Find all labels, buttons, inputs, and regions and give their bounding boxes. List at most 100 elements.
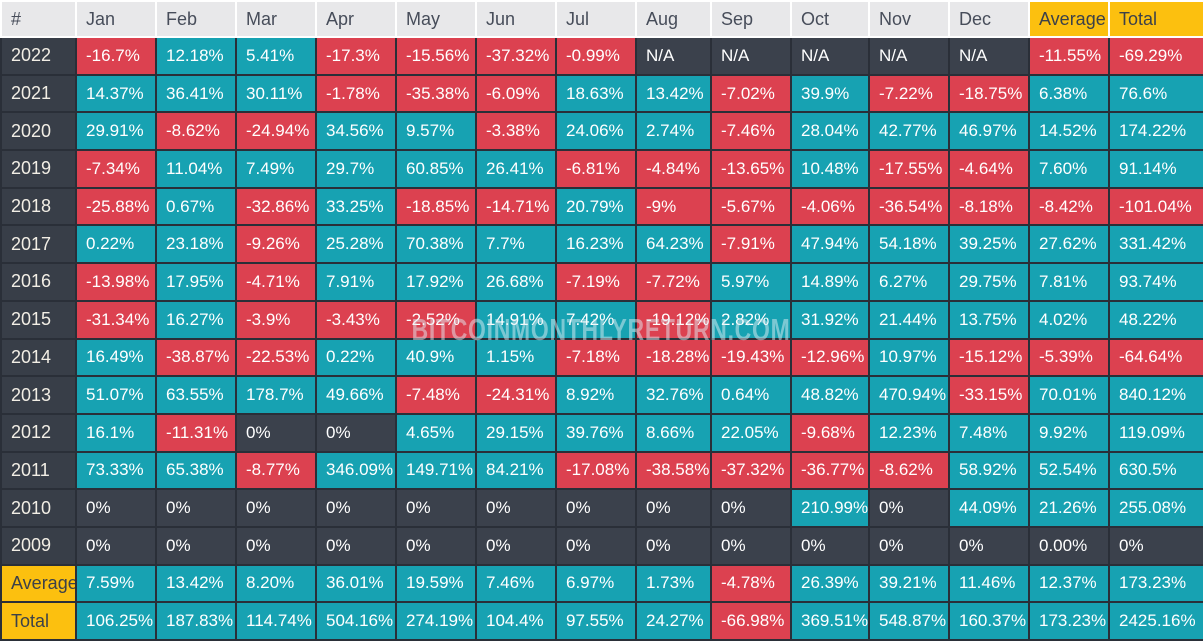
value-cell-2019-may: 60.85% [395, 149, 477, 189]
value-cell-2016-jul: -7.19% [555, 262, 637, 302]
value-cell-2015-total: 48.22% [1108, 299, 1203, 340]
value-cell-2009-jul: 0% [555, 525, 637, 566]
value-cell-2018-jul: 20.79% [555, 186, 637, 227]
value-cell-2016-aug: -7.72% [635, 262, 712, 302]
value-cell-2010-may: 0% [395, 488, 477, 528]
value-cell-2020-mar: -24.94% [235, 111, 317, 152]
value-cell-2022-apr: -17.3% [315, 36, 397, 76]
value-cell-total-oct: 369.51% [790, 601, 870, 641]
value-cell-2013-dec: -33.15% [948, 375, 1030, 415]
row-2022: 2022 -16.7% 12.18% 5.41% -17.3% -15.56% -37.32… [0, 36, 1203, 76]
value-cell-2014-jul: -7.18% [555, 337, 637, 378]
value-cell-total-dec: 160.37% [948, 601, 1030, 641]
value-cell-average-oct: 26.39% [790, 563, 870, 604]
row-2017: 2017 0.22% 23.18% -9.26% 25.28% 70.38% 7.7% 16.… [0, 224, 1203, 265]
row-2019: 2019 -7.34% 11.04% 7.49% 29.7% 60.85% 26.41% -6… [0, 149, 1203, 189]
value-cell-2011-average: 52.54% [1028, 450, 1110, 491]
value-cell-2014-feb: -38.87% [155, 337, 237, 378]
value-cell-2020-oct: 28.04% [790, 111, 870, 152]
value-cell-average-mar: 8.20% [235, 563, 317, 604]
value-cell-average-nov: 39.21% [868, 563, 950, 604]
value-cell-2015-sep: 2.82% [710, 299, 792, 340]
value-cell-2021-feb: 36.41% [155, 73, 237, 114]
value-cell-2011-nov: -8.62% [868, 450, 950, 491]
value-cell-2015-mar: -3.9% [235, 299, 317, 340]
value-cell-2017-nov: 54.18% [868, 224, 950, 265]
value-cell-2016-apr: 7.91% [315, 262, 397, 302]
value-cell-2011-may: 149.71% [395, 450, 477, 491]
value-cell-2017-dec: 39.25% [948, 224, 1030, 265]
value-cell-2013-jun: -24.31% [475, 375, 557, 415]
value-cell-2013-mar: 178.7% [235, 375, 317, 415]
table-header: # Jan Feb Mar Apr May Jun Jul Aug Sep Oct Nov Dec Ave… [0, 0, 1203, 38]
value-cell-2011-sep: -37.32% [710, 450, 792, 491]
value-cell-2020-apr: 34.56% [315, 111, 397, 152]
row-2013: 2013 51.07% 63.55% 178.7% 49.66% -7.48% -24.31… [0, 375, 1203, 415]
value-cell-2018-jan: -25.88% [75, 186, 157, 227]
value-cell-2018-dec: -8.18% [948, 186, 1030, 227]
value-cell-2013-sep: 0.64% [710, 375, 792, 415]
value-cell-2014-apr: 0.22% [315, 337, 397, 378]
value-cell-2010-sep: 0% [710, 488, 792, 528]
year-label-2017: 2017 [0, 224, 77, 265]
value-cell-average-may: 19.59% [395, 563, 477, 604]
value-cell-2017-jan: 0.22% [75, 224, 157, 265]
value-cell-2020-total: 174.22% [1108, 111, 1203, 152]
value-cell-2019-aug: -4.84% [635, 149, 712, 189]
value-cell-average-aug: 1.73% [635, 563, 712, 604]
value-cell-2020-nov: 42.77% [868, 111, 950, 152]
row-2015: 2015 -31.34% 16.27% -3.9% -3.43% -2.52% 14.91%… [0, 299, 1203, 340]
value-cell-2011-aug: -38.58% [635, 450, 712, 491]
value-cell-2021-apr: -1.78% [315, 73, 397, 114]
value-cell-2012-apr: 0% [315, 412, 397, 453]
value-cell-2019-feb: 11.04% [155, 149, 237, 189]
value-cell-2018-oct: -4.06% [790, 186, 870, 227]
year-label-2013: 2013 [0, 375, 77, 415]
value-cell-2013-jan: 51.07% [75, 375, 157, 415]
value-cell-2020-feb: -8.62% [155, 111, 237, 152]
value-cell-2009-average: 0.00% [1028, 525, 1110, 566]
value-cell-2010-average: 21.26% [1028, 488, 1110, 528]
value-cell-2022-oct: N/A [790, 36, 870, 76]
row-2018: 2018 -25.88% 0.67% -32.86% 33.25% -18.85% -14.… [0, 186, 1203, 227]
value-cell-2015-jul: 7.42% [555, 299, 637, 340]
column-header-jul: Jul [555, 0, 637, 38]
value-cell-2015-apr: -3.43% [315, 299, 397, 340]
year-label-2021: 2021 [0, 73, 77, 114]
value-cell-2021-aug: 13.42% [635, 73, 712, 114]
value-cell-2022-jan: -16.7% [75, 36, 157, 76]
value-cell-2017-sep: -7.91% [710, 224, 792, 265]
column-header-: # [0, 0, 77, 38]
value-cell-2013-apr: 49.66% [315, 375, 397, 415]
value-cell-2017-total: 331.42% [1108, 224, 1203, 265]
value-cell-2022-nov: N/A [868, 36, 950, 76]
value-cell-total-sep: -66.98% [710, 601, 792, 641]
value-cell-2016-may: 17.92% [395, 262, 477, 302]
column-header-aug: Aug [635, 0, 712, 38]
value-cell-total-jun: 104.4% [475, 601, 557, 641]
value-cell-2012-average: 9.92% [1028, 412, 1110, 453]
value-cell-2012-aug: 8.66% [635, 412, 712, 453]
value-cell-2020-jan: 29.91% [75, 111, 157, 152]
value-cell-2014-aug: -18.28% [635, 337, 712, 378]
value-cell-2009-mar: 0% [235, 525, 317, 566]
row-total: Total 106.25% 187.83% 114.74% 504.16% 274.19%… [0, 601, 1203, 641]
value-cell-2016-total: 93.74% [1108, 262, 1203, 302]
value-cell-2014-may: 40.9% [395, 337, 477, 378]
value-cell-2018-may: -18.85% [395, 186, 477, 227]
value-cell-2022-jul: -0.99% [555, 36, 637, 76]
value-cell-2012-total: 119.09% [1108, 412, 1203, 453]
value-cell-2019-average: 7.60% [1028, 149, 1110, 189]
value-cell-2009-jan: 0% [75, 525, 157, 566]
value-cell-2017-may: 70.38% [395, 224, 477, 265]
value-cell-2012-nov: 12.23% [868, 412, 950, 453]
value-cell-2019-mar: 7.49% [235, 149, 317, 189]
value-cell-2022-total: -69.29% [1108, 36, 1203, 76]
value-cell-2013-jul: 8.92% [555, 375, 637, 415]
value-cell-2018-mar: -32.86% [235, 186, 317, 227]
value-cell-2010-nov: 0% [868, 488, 950, 528]
year-label-2009: 2009 [0, 525, 77, 566]
column-header-jan: Jan [75, 0, 157, 38]
value-cell-2018-apr: 33.25% [315, 186, 397, 227]
value-cell-2015-jan: -31.34% [75, 299, 157, 340]
